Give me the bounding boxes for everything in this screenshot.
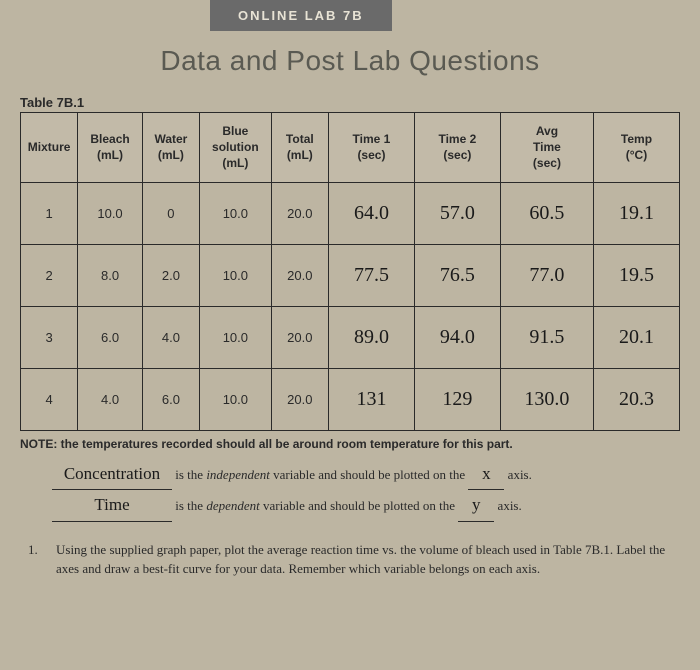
cell-mixture: 2 [21, 244, 78, 306]
cell-avg: 130.0 [500, 368, 593, 430]
col-bleach: Bleach(mL) [78, 113, 142, 183]
col-time1: Time 1(sec) [328, 113, 414, 183]
cell-bleach: 8.0 [78, 244, 142, 306]
dependent-word: dependent [206, 498, 259, 513]
cell-avg: 91.5 [500, 306, 593, 368]
cell-t1: 89.0 [328, 306, 414, 368]
cell-t1: 131 [328, 368, 414, 430]
cell-water: 4.0 [142, 306, 199, 368]
table-row: 28.02.010.020.077.576.577.019.5 [21, 244, 680, 306]
cell-blue: 10.0 [200, 182, 272, 244]
cell-t2: 129 [414, 368, 500, 430]
cell-blue: 10.0 [200, 368, 272, 430]
col-avg: AvgTime(sec) [500, 113, 593, 183]
question-1: 1. Using the supplied graph paper, plot … [20, 540, 680, 579]
col-total: Total(mL) [271, 113, 328, 183]
table-row: 36.04.010.020.089.094.091.520.1 [21, 306, 680, 368]
axis-suffix: axis. [504, 467, 531, 482]
table-header-row: Mixture Bleach(mL) Water(mL) Bluesolutio… [21, 113, 680, 183]
cell-mixture: 3 [21, 306, 78, 368]
table-row: 44.06.010.020.0131129130.020.3 [21, 368, 680, 430]
cell-water: 6.0 [142, 368, 199, 430]
data-table: Mixture Bleach(mL) Water(mL) Bluesolutio… [20, 112, 680, 431]
table-label: Table 7B.1 [20, 95, 680, 110]
cell-temp: 19.5 [593, 244, 679, 306]
cell-temp: 20.1 [593, 306, 679, 368]
cell-blue: 10.0 [200, 244, 272, 306]
cell-total: 20.0 [271, 182, 328, 244]
dependent-axis: y [458, 490, 494, 522]
cell-bleach: 6.0 [78, 306, 142, 368]
txt: is the [172, 498, 206, 513]
cell-total: 20.0 [271, 368, 328, 430]
table-row: 110.0010.020.064.057.060.519.1 [21, 182, 680, 244]
cell-t2: 94.0 [414, 306, 500, 368]
question-number: 1. [28, 540, 44, 579]
txt: is the [172, 467, 206, 482]
cell-mixture: 4 [21, 368, 78, 430]
cell-water: 2.0 [142, 244, 199, 306]
cell-total: 20.0 [271, 306, 328, 368]
page-title: Data and Post Lab Questions [20, 45, 680, 77]
col-water: Water(mL) [142, 113, 199, 183]
cell-bleach: 10.0 [78, 182, 142, 244]
independent-answer: Concentration [52, 459, 172, 491]
dependent-answer: Time [52, 490, 172, 522]
txt: variable and should be plotted on the [270, 467, 469, 482]
cell-water: 0 [142, 182, 199, 244]
cell-temp: 19.1 [593, 182, 679, 244]
cell-bleach: 4.0 [78, 368, 142, 430]
cell-temp: 20.3 [593, 368, 679, 430]
col-blue: Bluesolution(mL) [200, 113, 272, 183]
cell-t1: 77.5 [328, 244, 414, 306]
question-text: Using the supplied graph paper, plot the… [56, 540, 680, 579]
cell-total: 20.0 [271, 244, 328, 306]
cell-t2: 57.0 [414, 182, 500, 244]
cell-avg: 77.0 [500, 244, 593, 306]
cell-t2: 76.5 [414, 244, 500, 306]
cell-blue: 10.0 [200, 306, 272, 368]
independent-axis: x [468, 459, 504, 491]
note-text: NOTE: the temperatures recorded should a… [20, 437, 680, 451]
cell-t1: 64.0 [328, 182, 414, 244]
col-mixture: Mixture [21, 113, 78, 183]
lab-tab: ONLINE LAB 7B [210, 0, 392, 31]
fill-in-section: Concentration is the independent variabl… [20, 459, 680, 522]
col-temp: Temp(°C) [593, 113, 679, 183]
independent-word: independent [206, 467, 270, 482]
cell-avg: 60.5 [500, 182, 593, 244]
axis-suffix: axis. [494, 498, 521, 513]
col-time2: Time 2(sec) [414, 113, 500, 183]
txt: variable and should be plotted on the [260, 498, 459, 513]
cell-mixture: 1 [21, 182, 78, 244]
